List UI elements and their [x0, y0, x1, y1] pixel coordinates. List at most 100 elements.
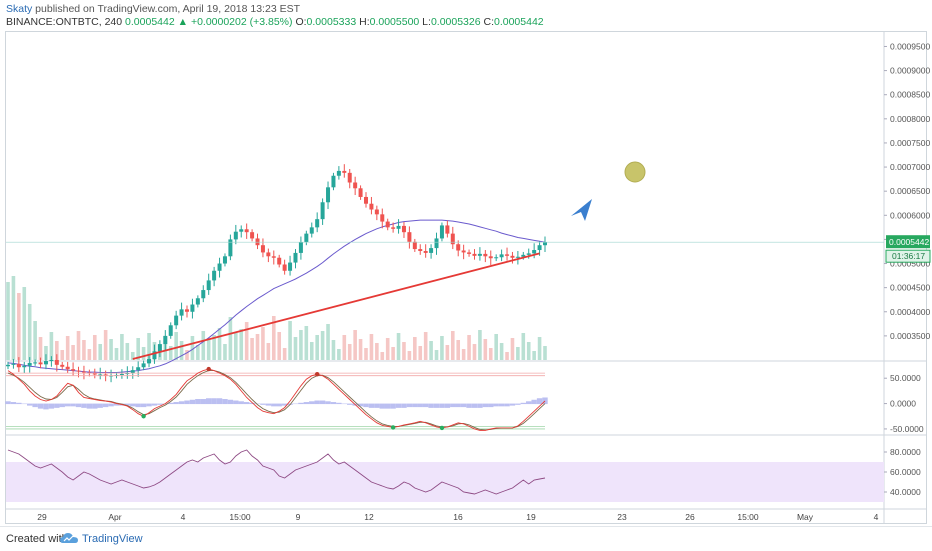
- macd-hist-bar: [309, 401, 315, 405]
- macd-hist-bar: [542, 397, 548, 405]
- volume-bar: [130, 352, 135, 360]
- macd-hist-bar: [102, 403, 109, 408]
- candle-body: [505, 254, 510, 256]
- author-link[interactable]: Skaty: [6, 3, 33, 15]
- macd-hist-bar: [108, 403, 114, 407]
- candle-body: [499, 254, 504, 258]
- macd-hist-bar: [347, 403, 353, 405]
- candle-body: [396, 225, 401, 229]
- macd-hist-bar: [178, 401, 185, 405]
- volume-bar: [234, 333, 238, 360]
- volume-bar: [288, 321, 292, 360]
- macd-hist-bar: [200, 399, 206, 405]
- volume-bar: [521, 333, 526, 360]
- volume-bar: [76, 331, 81, 360]
- macd-hist-bar: [97, 403, 103, 408]
- candle-body: [43, 360, 48, 365]
- time-axis-label: 4: [181, 512, 186, 522]
- macd-hist-bar: [303, 402, 310, 405]
- high-value: 0.0005500: [369, 16, 420, 28]
- macd-hist-bar: [488, 403, 494, 408]
- candle-body: [6, 364, 10, 367]
- price-tick-label: 0.0009000: [890, 66, 930, 76]
- volume-bar: [293, 337, 298, 360]
- volume-bar: [505, 352, 509, 360]
- published-text: published on TradingView.com, April 19, …: [32, 3, 300, 15]
- candle-body: [309, 227, 314, 234]
- volume-bar: [364, 348, 368, 360]
- macd-hist-bar: [140, 403, 147, 408]
- volume-bar: [168, 346, 173, 360]
- time-axis-label: 12: [364, 512, 374, 522]
- trendline: [132, 252, 540, 360]
- price-change: +0.0000202 (+3.85%): [190, 16, 293, 28]
- macd-hist-bar: [70, 403, 76, 407]
- volume-bar: [347, 344, 352, 360]
- macd-hist-bar: [249, 402, 255, 405]
- volume-bar: [494, 334, 498, 360]
- volume-bar: [174, 332, 178, 360]
- macd-hist-bar: [319, 400, 326, 405]
- macd-hist-bar: [124, 403, 131, 406]
- volume-bar: [87, 349, 92, 360]
- volume-bar: [98, 344, 103, 360]
- macd-hist-bar: [86, 403, 93, 409]
- volume-bar: [141, 347, 146, 360]
- macd-hist-bar: [390, 403, 396, 409]
- macd-hist-bar: [48, 403, 55, 409]
- candle-body: [255, 238, 260, 246]
- volume-bar: [375, 343, 379, 360]
- macd-hist-bar: [157, 403, 163, 405]
- volume-bar: [244, 322, 249, 360]
- tradingview-brand-link[interactable]: TradingView: [82, 533, 143, 545]
- macd-hist-bar: [439, 403, 445, 408]
- macd-hist-bar: [455, 403, 461, 408]
- macd-hist-bar: [5, 401, 11, 405]
- chart-frame[interactable]: [5, 31, 927, 524]
- macd-hist-bar: [493, 403, 499, 407]
- open-value: 0.0005333: [306, 16, 357, 28]
- volume-bar: [271, 316, 276, 360]
- candle-body: [201, 290, 206, 299]
- publish-line: Skaty published on TradingView.com, Apri…: [6, 3, 300, 15]
- candle-body: [429, 248, 434, 253]
- macd-hist-bar: [357, 403, 364, 407]
- macd-hist-bar: [227, 399, 234, 405]
- candle-body: [391, 227, 396, 229]
- volume-bar: [315, 335, 319, 360]
- volume-bar: [49, 332, 54, 360]
- tradingview-cloud-icon: [60, 533, 78, 543]
- candle-body: [439, 225, 444, 239]
- candle-body: [543, 242, 547, 246]
- macd-hist-bar: [281, 403, 288, 406]
- volume-bar: [44, 346, 48, 360]
- candle-body: [147, 359, 152, 364]
- macd-hist-bar: [75, 403, 82, 408]
- macd-hist-bar: [189, 399, 196, 405]
- volume-bar: [17, 293, 21, 360]
- stoch-cross-dot: [390, 425, 396, 430]
- candle-body: [168, 325, 173, 336]
- macd-hist-bar: [216, 398, 223, 405]
- volume-bar: [250, 338, 254, 360]
- macd-hist-bar: [298, 402, 304, 405]
- candle-body: [385, 221, 390, 228]
- macd-hist-bar: [428, 403, 434, 408]
- time-axis-label: 26: [685, 512, 695, 522]
- volume-bar: [266, 343, 271, 360]
- time-axis-label: 4: [874, 512, 879, 522]
- volume-bar: [27, 304, 32, 360]
- candle-body: [288, 262, 293, 271]
- countdown-tag-bg: [885, 249, 931, 263]
- volume-bar: [445, 345, 450, 360]
- macd-hist-bar: [412, 403, 418, 408]
- macd-hist-bar: [520, 402, 527, 405]
- macd-hist-bar: [10, 402, 17, 405]
- symbol-name[interactable]: BINANCE:ONTBTC, 240: [6, 16, 123, 28]
- macd-hist-bar: [64, 403, 71, 407]
- volume-bar: [92, 335, 97, 360]
- candle-body: [76, 370, 81, 372]
- candle-body: [521, 254, 526, 257]
- rsi-tick-label: 60.0000: [890, 467, 921, 477]
